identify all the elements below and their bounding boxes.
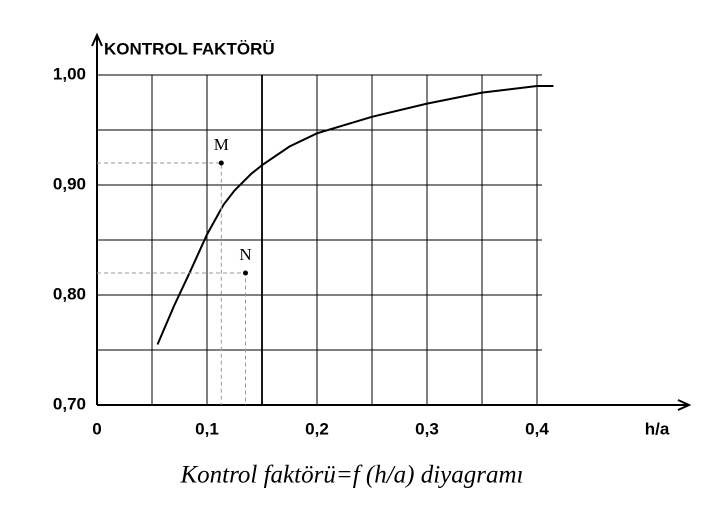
point — [243, 270, 248, 276]
point-label: M — [214, 135, 229, 154]
point-label: N — [239, 245, 251, 264]
y-tick-label: 0,90 — [53, 174, 86, 193]
x-axis-label: h/a — [645, 419, 670, 438]
guide-line — [97, 272, 246, 405]
y-tick-label: 0,80 — [53, 284, 86, 303]
y-axis-label: KONTROL FAKTÖRÜ — [104, 39, 275, 58]
y-tick-label: 1,00 — [53, 64, 86, 83]
x-tick-label: 0,1 — [195, 419, 219, 438]
x-tick-label: 0,4 — [525, 419, 549, 438]
caption: Kontrol faktörü=f (h/a) diyagramı — [179, 462, 523, 489]
guide-line — [97, 162, 222, 405]
x-tick-label: 0,3 — [415, 419, 439, 438]
y-axis-arrow — [91, 32, 103, 47]
x-tick-label: 0 — [92, 419, 101, 438]
curve — [156, 85, 554, 345]
point — [218, 160, 224, 166]
x-tick-label: 0,2 — [305, 419, 329, 438]
y-tick-label: 0,70 — [53, 394, 86, 413]
x-axis-arrow — [677, 399, 692, 411]
